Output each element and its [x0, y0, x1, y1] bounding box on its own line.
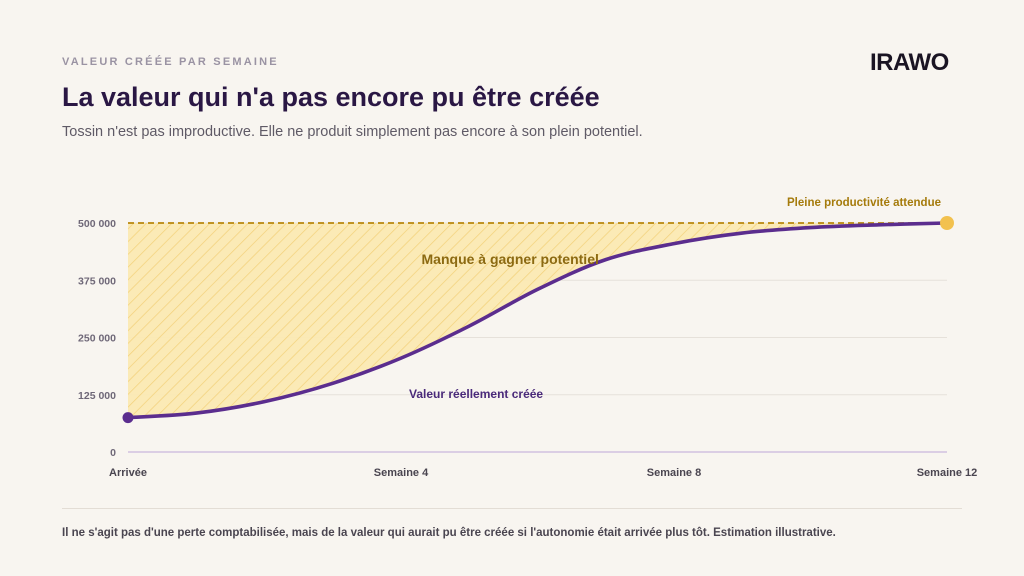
gap-area — [128, 223, 947, 418]
y-tick-label: 125 000 — [78, 390, 116, 402]
x-tick-label: Semaine 8 — [647, 467, 701, 479]
x-tick-label: Semaine 4 — [374, 467, 429, 479]
y-tick-label: 250 000 — [78, 333, 116, 345]
footnote: Il ne s'agit pas d'une perte comptabilis… — [62, 527, 836, 539]
eyebrow-label: VALEUR CRÉÉE PAR SEMAINE — [62, 56, 279, 68]
actual-annotation: Valeur réellement créée — [409, 387, 543, 401]
footer-divider — [62, 508, 962, 509]
x-tick-label: Arrivée — [109, 467, 147, 479]
actual-value-line — [126, 221, 949, 420]
target-annotation: Pleine productivité attendue — [787, 197, 941, 209]
gap-annotation: Manque à gagner potentiel — [422, 251, 599, 267]
irawo-logo: IRAWO — [870, 48, 962, 76]
end-point — [940, 216, 954, 230]
x-tick-label: Semaine 12 — [917, 467, 978, 479]
y-tick-label: 375 000 — [78, 275, 116, 287]
page-title: La valeur qui n'a pas encore pu être cré… — [62, 82, 600, 112]
y-tick-label: 500 000 — [78, 218, 116, 230]
start-point — [122, 412, 134, 424]
y-tick-label: 0 — [110, 447, 116, 459]
page-subtitle: Tossin n'est pas improductive. Elle ne p… — [62, 124, 643, 140]
logo-text: IRAWO — [870, 49, 949, 74]
